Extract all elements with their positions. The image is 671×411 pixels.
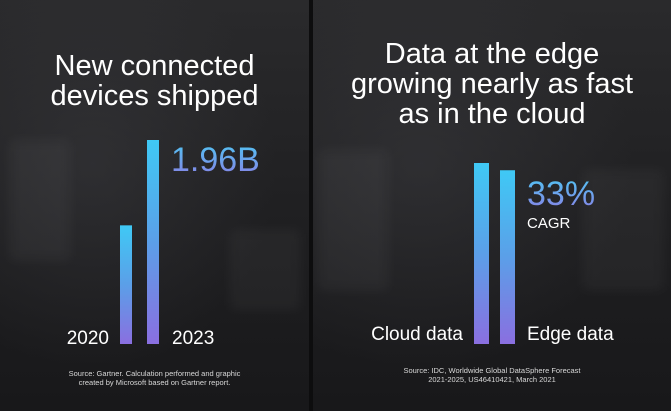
devices-chart-panel: New connected devices shipped 2020 2023 1…	[0, 0, 309, 411]
background-blur	[583, 170, 663, 290]
devices-bar-chart: 2020 2023	[67, 140, 214, 349]
title-line: devices shipped	[50, 80, 259, 112]
category-label: 2023	[172, 328, 214, 349]
title-line: New connected	[54, 50, 255, 82]
background-blur	[230, 230, 300, 310]
source-line: created by Microsoft based on Gartner re…	[78, 378, 231, 387]
category-label: 2020	[67, 328, 109, 349]
growth-value-label: 33%	[527, 175, 596, 213]
source-line: Source: IDC, Worldwide Global DataSphere…	[403, 366, 581, 375]
panel-divider	[309, 0, 313, 411]
devices-value-label: 1.96B	[171, 141, 260, 179]
source-line: Source: Gartner. Calculation performed a…	[68, 369, 241, 378]
category-label: Cloud data	[371, 324, 463, 345]
title-line: growing nearly as fast	[350, 68, 634, 100]
bar-cloud-data	[474, 163, 489, 344]
bar-edge-data	[500, 170, 515, 344]
devices-chart-title: New connected devices shipped	[0, 51, 309, 111]
background-blur	[10, 140, 70, 260]
growth-cagr-label: CAGR	[527, 215, 571, 232]
category-label: Edge data	[527, 324, 614, 345]
data-growth-bar-chart: Cloud data Edge data	[371, 163, 614, 345]
devices-source-note: Source: Gartner. Calculation performed a…	[0, 369, 309, 387]
bar-2023	[147, 140, 159, 344]
data-growth-panel: Data at the edge growing nearly as fast …	[313, 0, 671, 411]
title-line: as in the cloud	[398, 98, 586, 130]
title-line: Data at the edge	[384, 38, 600, 70]
background-blur	[318, 150, 388, 290]
data-growth-source-note: Source: IDC, Worldwide Global DataSphere…	[313, 366, 671, 384]
bar-2020	[120, 225, 132, 344]
source-line: 2021-2025, US46410421, March 2021	[428, 375, 556, 384]
data-growth-title: Data at the edge growing nearly as fast …	[313, 39, 671, 129]
